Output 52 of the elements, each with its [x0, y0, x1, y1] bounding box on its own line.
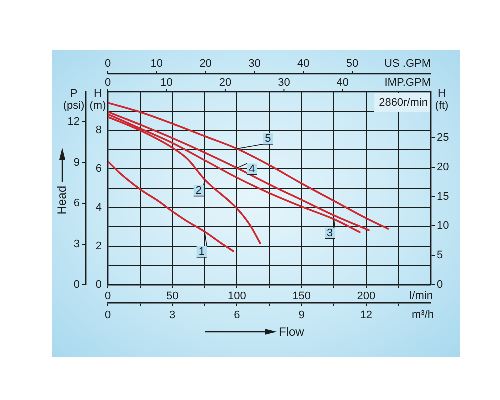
text: 50: [346, 58, 359, 70]
x2-tick-label: 6: [234, 310, 240, 322]
text: 10: [160, 77, 173, 90]
y2-tick-label: 3: [74, 238, 80, 250]
y3-axis-title: H (ft): [435, 88, 449, 112]
y-tick-label: 8: [96, 124, 102, 137]
y3-tick-label: 0: [437, 279, 444, 292]
text: 30: [278, 77, 290, 90]
series-label: 1: [198, 246, 205, 258]
text: Flow: [279, 325, 304, 339]
x-axis-title: l/min: [410, 290, 433, 302]
y-tick-label: 6: [96, 163, 102, 176]
x2-tick-label: 12: [360, 310, 373, 322]
x-tick-label: 0: [104, 290, 112, 303]
series-label: 2: [196, 184, 202, 197]
text: 40: [336, 77, 350, 90]
text: Head: [55, 186, 69, 215]
y3-tick-label: 10: [437, 220, 450, 232]
y-axis-title: H (m): [90, 88, 106, 112]
x2-tick-label: 9: [298, 310, 305, 322]
y2-tick-label: 12: [68, 116, 80, 128]
x-tick-label: 150: [292, 290, 311, 303]
series-label: 5: [265, 132, 272, 145]
text: 20: [219, 77, 232, 90]
text: 40: [298, 58, 310, 70]
x-tick-label: 200: [357, 290, 376, 303]
series-label: 3: [327, 227, 334, 240]
x2-axis-title: m³/h: [412, 309, 434, 322]
series-label: 4: [249, 163, 256, 176]
annotation: 2860r/min: [379, 97, 428, 110]
y3-tick-label: 15: [437, 190, 450, 203]
text: US .GPM: [384, 58, 431, 70]
text: 0: [104, 58, 112, 70]
y2-axis-title: P (psi): [63, 88, 85, 112]
x-tick-label: 100: [228, 290, 246, 303]
y2-tick-label: 6: [74, 198, 80, 210]
text: 10: [150, 58, 164, 70]
text: IMP.GPM: [384, 77, 431, 90]
y3-tick-label: 5: [437, 250, 444, 262]
y-tick-label: 2: [96, 240, 102, 252]
y3-tick-label: 20: [437, 161, 450, 174]
y3-tick-label: 25: [437, 132, 450, 144]
text: 30: [248, 58, 261, 70]
y2-tick-label: 9: [74, 156, 80, 169]
text: 0: [104, 77, 112, 90]
x2-tick-label: 3: [170, 310, 176, 322]
y-tick-label: 4: [96, 202, 102, 214]
x2-tick-label: 0: [104, 310, 112, 322]
text: 20: [200, 58, 212, 70]
y2-tick-label: 0: [74, 279, 80, 292]
x-tick-label: 50: [166, 290, 179, 303]
y-tick-label: 0: [96, 279, 102, 292]
